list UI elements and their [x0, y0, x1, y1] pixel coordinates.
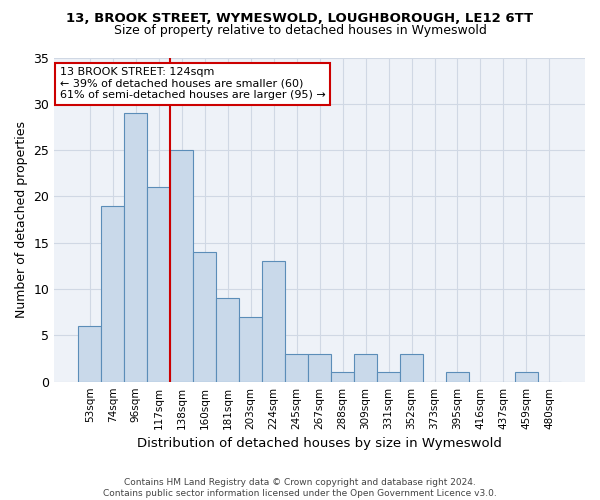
Bar — [285, 354, 308, 382]
Bar — [446, 372, 469, 382]
Bar — [239, 317, 262, 382]
Bar — [193, 252, 216, 382]
Text: 13 BROOK STREET: 124sqm
← 39% of detached houses are smaller (60)
61% of semi-de: 13 BROOK STREET: 124sqm ← 39% of detache… — [59, 67, 325, 100]
Text: 13, BROOK STREET, WYMESWOLD, LOUGHBOROUGH, LE12 6TT: 13, BROOK STREET, WYMESWOLD, LOUGHBOROUG… — [67, 12, 533, 26]
Bar — [377, 372, 400, 382]
Bar — [79, 326, 101, 382]
Bar — [400, 354, 423, 382]
Bar — [262, 262, 285, 382]
Bar — [216, 298, 239, 382]
Y-axis label: Number of detached properties: Number of detached properties — [15, 121, 28, 318]
Bar — [170, 150, 193, 382]
Text: Size of property relative to detached houses in Wymeswold: Size of property relative to detached ho… — [113, 24, 487, 37]
Bar — [331, 372, 354, 382]
Bar — [515, 372, 538, 382]
Bar — [124, 113, 148, 382]
X-axis label: Distribution of detached houses by size in Wymeswold: Distribution of detached houses by size … — [137, 437, 502, 450]
Bar — [308, 354, 331, 382]
Bar — [101, 206, 124, 382]
Bar — [148, 187, 170, 382]
Text: Contains HM Land Registry data © Crown copyright and database right 2024.
Contai: Contains HM Land Registry data © Crown c… — [103, 478, 497, 498]
Bar — [354, 354, 377, 382]
